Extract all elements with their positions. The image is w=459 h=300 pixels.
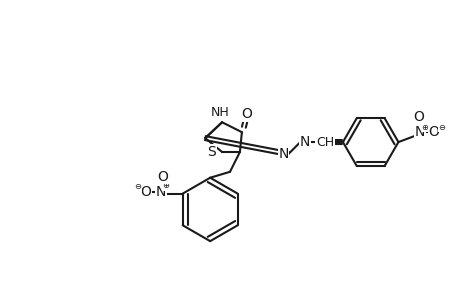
Text: N: N — [414, 125, 425, 139]
Text: ⊖: ⊖ — [437, 123, 445, 132]
Text: N: N — [299, 135, 310, 149]
Text: NH: NH — [210, 106, 229, 119]
Text: N: N — [156, 184, 166, 199]
Text: ⊕: ⊕ — [162, 181, 169, 190]
Text: ⊕: ⊕ — [421, 123, 428, 132]
Text: N: N — [278, 147, 288, 161]
Text: O: O — [412, 110, 423, 124]
Text: CH: CH — [315, 136, 333, 148]
Text: O: O — [140, 184, 151, 199]
Text: O: O — [241, 107, 252, 121]
Text: S: S — [207, 145, 216, 159]
Text: O: O — [428, 125, 439, 139]
Text: ⊖: ⊖ — [134, 182, 141, 191]
Text: O: O — [157, 170, 168, 184]
